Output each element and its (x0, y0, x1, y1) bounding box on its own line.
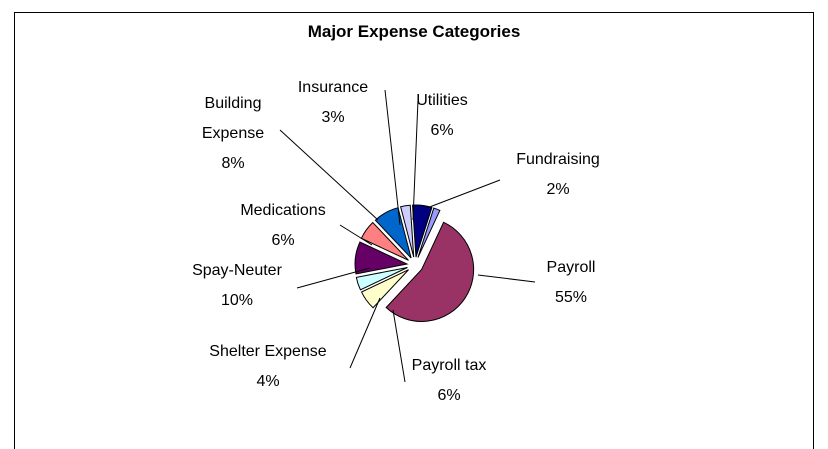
pie-slice (385, 221, 475, 322)
slice-label: Medications 6% (218, 196, 348, 256)
chart-title: Major Expense Categories (307, 22, 521, 41)
slice-label: Fundraising 2% (493, 145, 623, 205)
slice-category: Utilities (416, 92, 468, 109)
leader-line (412, 99, 419, 221)
leader-line (392, 309, 406, 383)
slice-value: 10% (220, 292, 254, 309)
slice-label: Utilities 6% (377, 86, 507, 146)
leader-line (296, 267, 371, 289)
slice-label: Shelter Expense 4% (203, 337, 333, 397)
slice-value: 6% (430, 122, 454, 139)
leader-line (477, 274, 536, 283)
slice-value: 55% (554, 289, 588, 306)
chart-frame (14, 12, 814, 449)
slice-category: Payroll tax (411, 357, 487, 374)
pie-slice (417, 207, 441, 258)
leader-line (279, 129, 379, 221)
pie-slice (411, 204, 433, 258)
leader-line (339, 224, 373, 246)
slice-label: Insurance 3% (268, 73, 398, 133)
slice-category: Building Expense (201, 95, 265, 142)
slice-label: Payroll 55% (506, 253, 636, 313)
slice-value: 3% (321, 109, 345, 126)
pie-slice (360, 269, 409, 309)
slice-category: Shelter Expense (209, 343, 327, 360)
slice-value: 6% (437, 387, 461, 404)
slice-category: Payroll (546, 259, 596, 276)
leader-line (349, 297, 381, 369)
leader-line (384, 89, 401, 226)
slice-label: Payroll tax 6% (384, 351, 514, 411)
slice-value: 6% (271, 232, 295, 249)
slice-category: Insurance (297, 79, 369, 96)
slice-value: 8% (221, 155, 245, 172)
slice-category: Medications (240, 202, 326, 219)
pie-slice (355, 267, 408, 291)
slice-label: Spay-Neuter 10% (172, 256, 302, 316)
pie-slice (354, 241, 409, 275)
slice-value: 2% (546, 181, 570, 198)
slice-category: Spay-Neuter (192, 262, 282, 279)
slice-category: Fundraising (516, 151, 600, 168)
slice-value: 4% (256, 373, 280, 390)
leader-line (426, 179, 501, 209)
slice-label: Building Expense 8% (183, 89, 283, 179)
pie-slice (400, 204, 415, 258)
